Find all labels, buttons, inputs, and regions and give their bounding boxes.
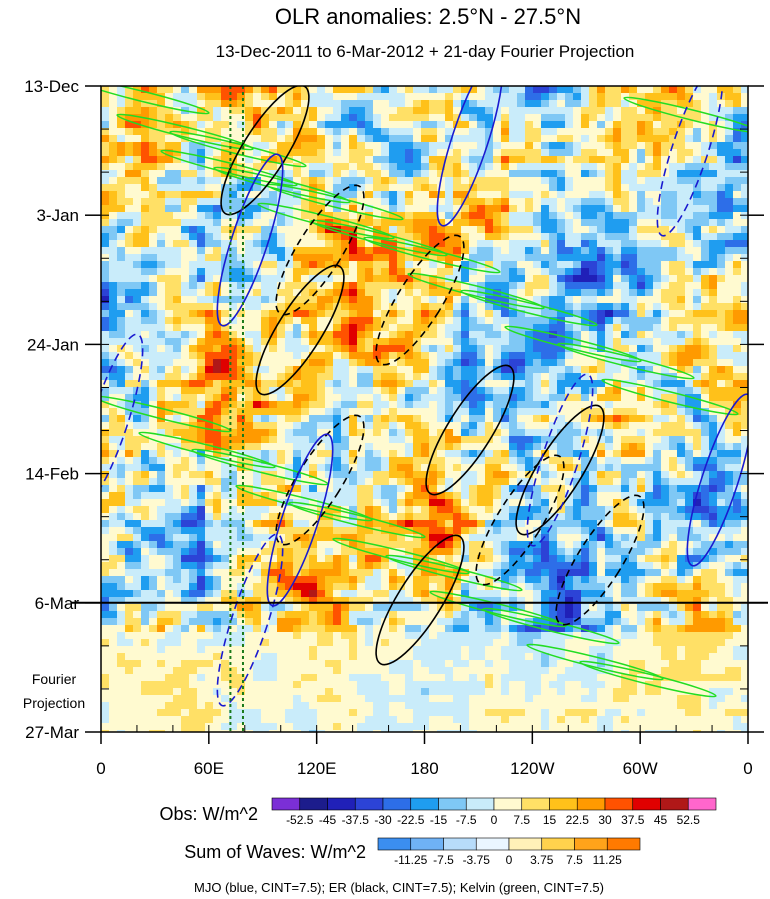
colorbar-swatch	[271, 797, 301, 811]
colorbar-level-label: 37.5	[621, 813, 645, 827]
colorbar-level-label: -22.5	[397, 813, 425, 827]
colorbar-swatch	[354, 797, 384, 811]
colorbar-swatch	[299, 797, 328, 811]
x-tick-label: 120E	[297, 759, 337, 778]
colorbar-level-label: -52.5	[286, 813, 314, 827]
waves-colorbar: -11.25 -7.5 -3.75 0 3.75 7.5 11.25 Sum of Waves…	[184, 837, 641, 867]
colorbar-level-label: 0	[506, 853, 513, 867]
y-tick-label: 13-Dec	[24, 77, 79, 96]
colorbar-level-label: 15	[543, 813, 557, 827]
colorbar-swatch	[549, 797, 578, 811]
colorbar-swatch	[687, 797, 717, 811]
chart-title: OLR anomalies: 2.5°N - 27.5°N	[275, 4, 581, 29]
colorbar-swatch	[521, 797, 550, 811]
colorbar-level-label: -30	[374, 813, 392, 827]
colorbar-swatch	[410, 837, 444, 851]
colorbar-swatch	[327, 797, 356, 811]
x-tick-label: 120W	[510, 759, 554, 778]
colorbar-level-label: 45	[654, 813, 668, 827]
colorbar-swatch	[382, 797, 412, 811]
plot-area: 13-Dec 3-Jan 24-Jan 14-Feb 6-Mar 27-Mar 0 60E 1…	[24, 77, 768, 778]
colorbar-swatch	[576, 797, 606, 811]
colorbar-level-label: -3.75	[463, 853, 491, 867]
projection-label-line2: Projection	[23, 695, 85, 711]
obs-colorbar: -52.5 -45 -37.5 -30 -22.5 -15 -7.5 0 7.5 15 22.5 30…	[160, 797, 717, 827]
colorbar-swatch	[410, 797, 439, 811]
y-tick-label: 27-Mar	[25, 723, 79, 742]
colorbar-level-label: 7.5	[566, 853, 583, 867]
colorbar-level-label: 30	[598, 813, 612, 827]
colorbar-swatch	[660, 797, 689, 811]
chart-subtitle: 13-Dec-2011 to 6-Mar-2012 + 21-day Fouri…	[216, 42, 635, 61]
colorbar-level-label: -7.5	[433, 853, 454, 867]
colorbar-level-label: -11.25	[394, 853, 427, 867]
colorbar-title: Sum of Waves: W/m^2	[184, 842, 366, 862]
colorbar-swatch	[606, 837, 641, 851]
colorbar-swatch	[475, 837, 510, 851]
colorbar-level-label: 11.25	[593, 853, 622, 867]
y-tick-label: 24-Jan	[27, 335, 79, 354]
x-tick-label: 180	[410, 759, 438, 778]
colorbar-level-label: -7.5	[456, 813, 477, 827]
olr-anomaly-field	[101, 86, 748, 732]
colorbar-level-label: 3.75	[530, 853, 554, 867]
wave-contours	[101, 86, 748, 707]
colorbar-swatch	[377, 837, 412, 851]
colorbar-level-label: -37.5	[342, 813, 370, 827]
x-tick-label: 0	[96, 759, 105, 778]
colorbar-level-label: -45	[319, 813, 337, 827]
contour-legend: MJO (blue, CINT=7.5); ER (black, CINT=7.…	[194, 880, 604, 895]
projection-label-line1: Fourier	[32, 671, 77, 687]
y-tick-label: 3-Jan	[36, 206, 79, 225]
colorbar-swatch	[493, 797, 523, 811]
colorbar-swatch	[438, 797, 467, 811]
x-tick-label: 60W	[623, 759, 658, 778]
colorbar-title: Obs: W/m^2	[160, 804, 258, 824]
x-axis-ticks: 0 60E 120E 180 120W 60W 0	[96, 725, 753, 778]
y-tick-label: 6-Mar	[35, 594, 80, 613]
colorbar-swatch	[632, 797, 661, 811]
x-tick-label: 60E	[194, 759, 224, 778]
colorbar-level-label: -15	[430, 813, 448, 827]
y-tick-label: 14-Feb	[25, 465, 79, 484]
colorbar-level-label: 52.5	[677, 813, 701, 827]
colorbar-level-label: 7.5	[513, 813, 530, 827]
colorbar-level-label: 22.5	[566, 813, 590, 827]
colorbar-swatch	[604, 797, 634, 811]
colorbar-swatch	[574, 837, 608, 851]
colorbar-swatch	[465, 797, 495, 811]
colorbar-swatch	[443, 837, 477, 851]
colorbar-swatch	[508, 837, 543, 851]
y-axis-ticks: 13-Dec 3-Jan 24-Jan 14-Feb 6-Mar 27-Mar	[24, 77, 764, 742]
x-tick-label: 0	[743, 759, 752, 778]
colorbar-level-label: 0	[491, 813, 498, 827]
colorbar-swatch	[541, 837, 575, 851]
